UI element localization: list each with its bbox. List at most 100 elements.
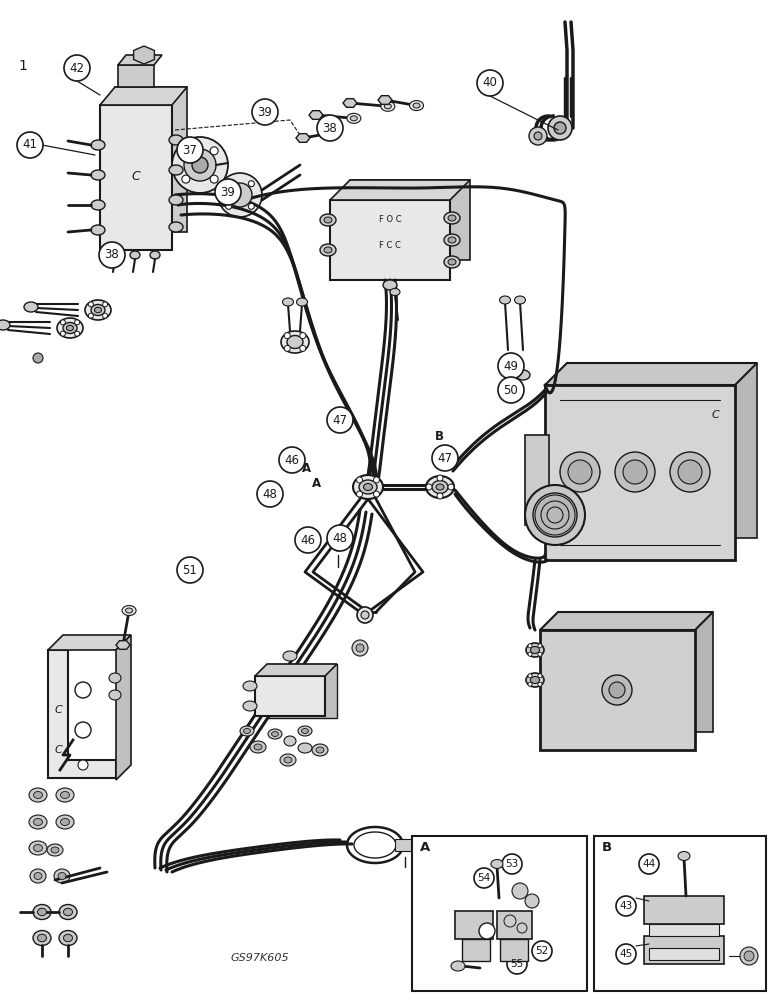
Ellipse shape [281,331,309,353]
Circle shape [210,175,218,183]
Text: B: B [435,430,444,443]
Ellipse shape [33,904,51,920]
Polygon shape [100,87,187,105]
Ellipse shape [63,934,73,942]
Circle shape [538,682,542,686]
Circle shape [103,302,107,307]
Circle shape [609,682,625,698]
Ellipse shape [59,904,77,920]
Text: 41: 41 [22,138,38,151]
Text: A: A [312,477,321,490]
Text: 42: 42 [69,62,84,75]
Bar [540,630,695,750]
Text: 44: 44 [642,859,655,869]
Circle shape [498,377,524,403]
Ellipse shape [268,729,282,739]
Polygon shape [567,363,757,538]
Polygon shape [267,664,337,718]
Bar [649,948,719,960]
Ellipse shape [91,200,105,210]
Text: 47: 47 [333,414,347,426]
Text: F C C: F C C [379,240,401,249]
Circle shape [639,854,659,874]
Text: 40: 40 [482,77,497,90]
Polygon shape [558,612,713,732]
Circle shape [432,445,458,471]
Ellipse shape [333,543,343,551]
Circle shape [374,491,380,497]
Ellipse shape [444,256,460,268]
Ellipse shape [284,757,292,763]
Polygon shape [540,612,713,630]
Circle shape [525,894,539,908]
Ellipse shape [169,195,183,205]
Circle shape [670,452,710,492]
Bar [395,839,415,851]
Circle shape [64,55,90,81]
Circle shape [538,652,542,656]
Text: A: A [302,462,311,475]
Circle shape [78,760,88,770]
Ellipse shape [324,131,331,136]
Ellipse shape [280,754,296,766]
Text: 39: 39 [258,105,273,118]
Ellipse shape [240,726,254,736]
Circle shape [525,485,585,545]
Text: 49: 49 [503,360,519,372]
Ellipse shape [24,302,38,312]
Circle shape [532,941,552,961]
Circle shape [426,484,432,490]
Ellipse shape [347,113,361,123]
Circle shape [548,116,572,140]
Circle shape [616,896,636,916]
Ellipse shape [448,237,456,243]
Text: 46: 46 [285,454,300,466]
Circle shape [512,883,528,899]
Ellipse shape [169,222,183,232]
Bar [330,200,450,280]
Ellipse shape [432,481,448,493]
Ellipse shape [516,370,530,380]
Circle shape [75,722,91,738]
Ellipse shape [91,170,105,180]
Circle shape [498,353,524,379]
Ellipse shape [56,788,74,802]
Circle shape [374,477,380,483]
Ellipse shape [678,852,690,860]
Polygon shape [545,363,757,385]
Circle shape [249,181,254,187]
Ellipse shape [243,701,257,711]
Ellipse shape [320,244,336,256]
Circle shape [192,157,208,173]
Circle shape [75,320,80,325]
Ellipse shape [383,280,397,290]
Bar [462,939,490,961]
Bar [644,896,724,924]
Ellipse shape [51,847,59,853]
Circle shape [568,460,592,484]
Ellipse shape [29,788,47,802]
Ellipse shape [33,818,42,826]
Circle shape [300,345,306,351]
Ellipse shape [38,908,46,916]
Ellipse shape [448,215,456,221]
Ellipse shape [284,736,296,746]
Bar [644,936,724,964]
Polygon shape [116,641,130,649]
Circle shape [184,149,216,181]
Ellipse shape [499,296,510,304]
Circle shape [210,147,218,155]
Circle shape [284,333,290,339]
Ellipse shape [91,304,105,316]
Ellipse shape [47,844,63,856]
Bar [118,65,154,87]
Text: C: C [711,410,719,420]
Ellipse shape [38,934,46,942]
Text: B: B [602,841,612,854]
Circle shape [507,954,527,974]
Ellipse shape [91,225,105,235]
Circle shape [474,868,494,888]
Ellipse shape [66,325,73,331]
Circle shape [284,345,290,351]
Ellipse shape [34,872,42,880]
